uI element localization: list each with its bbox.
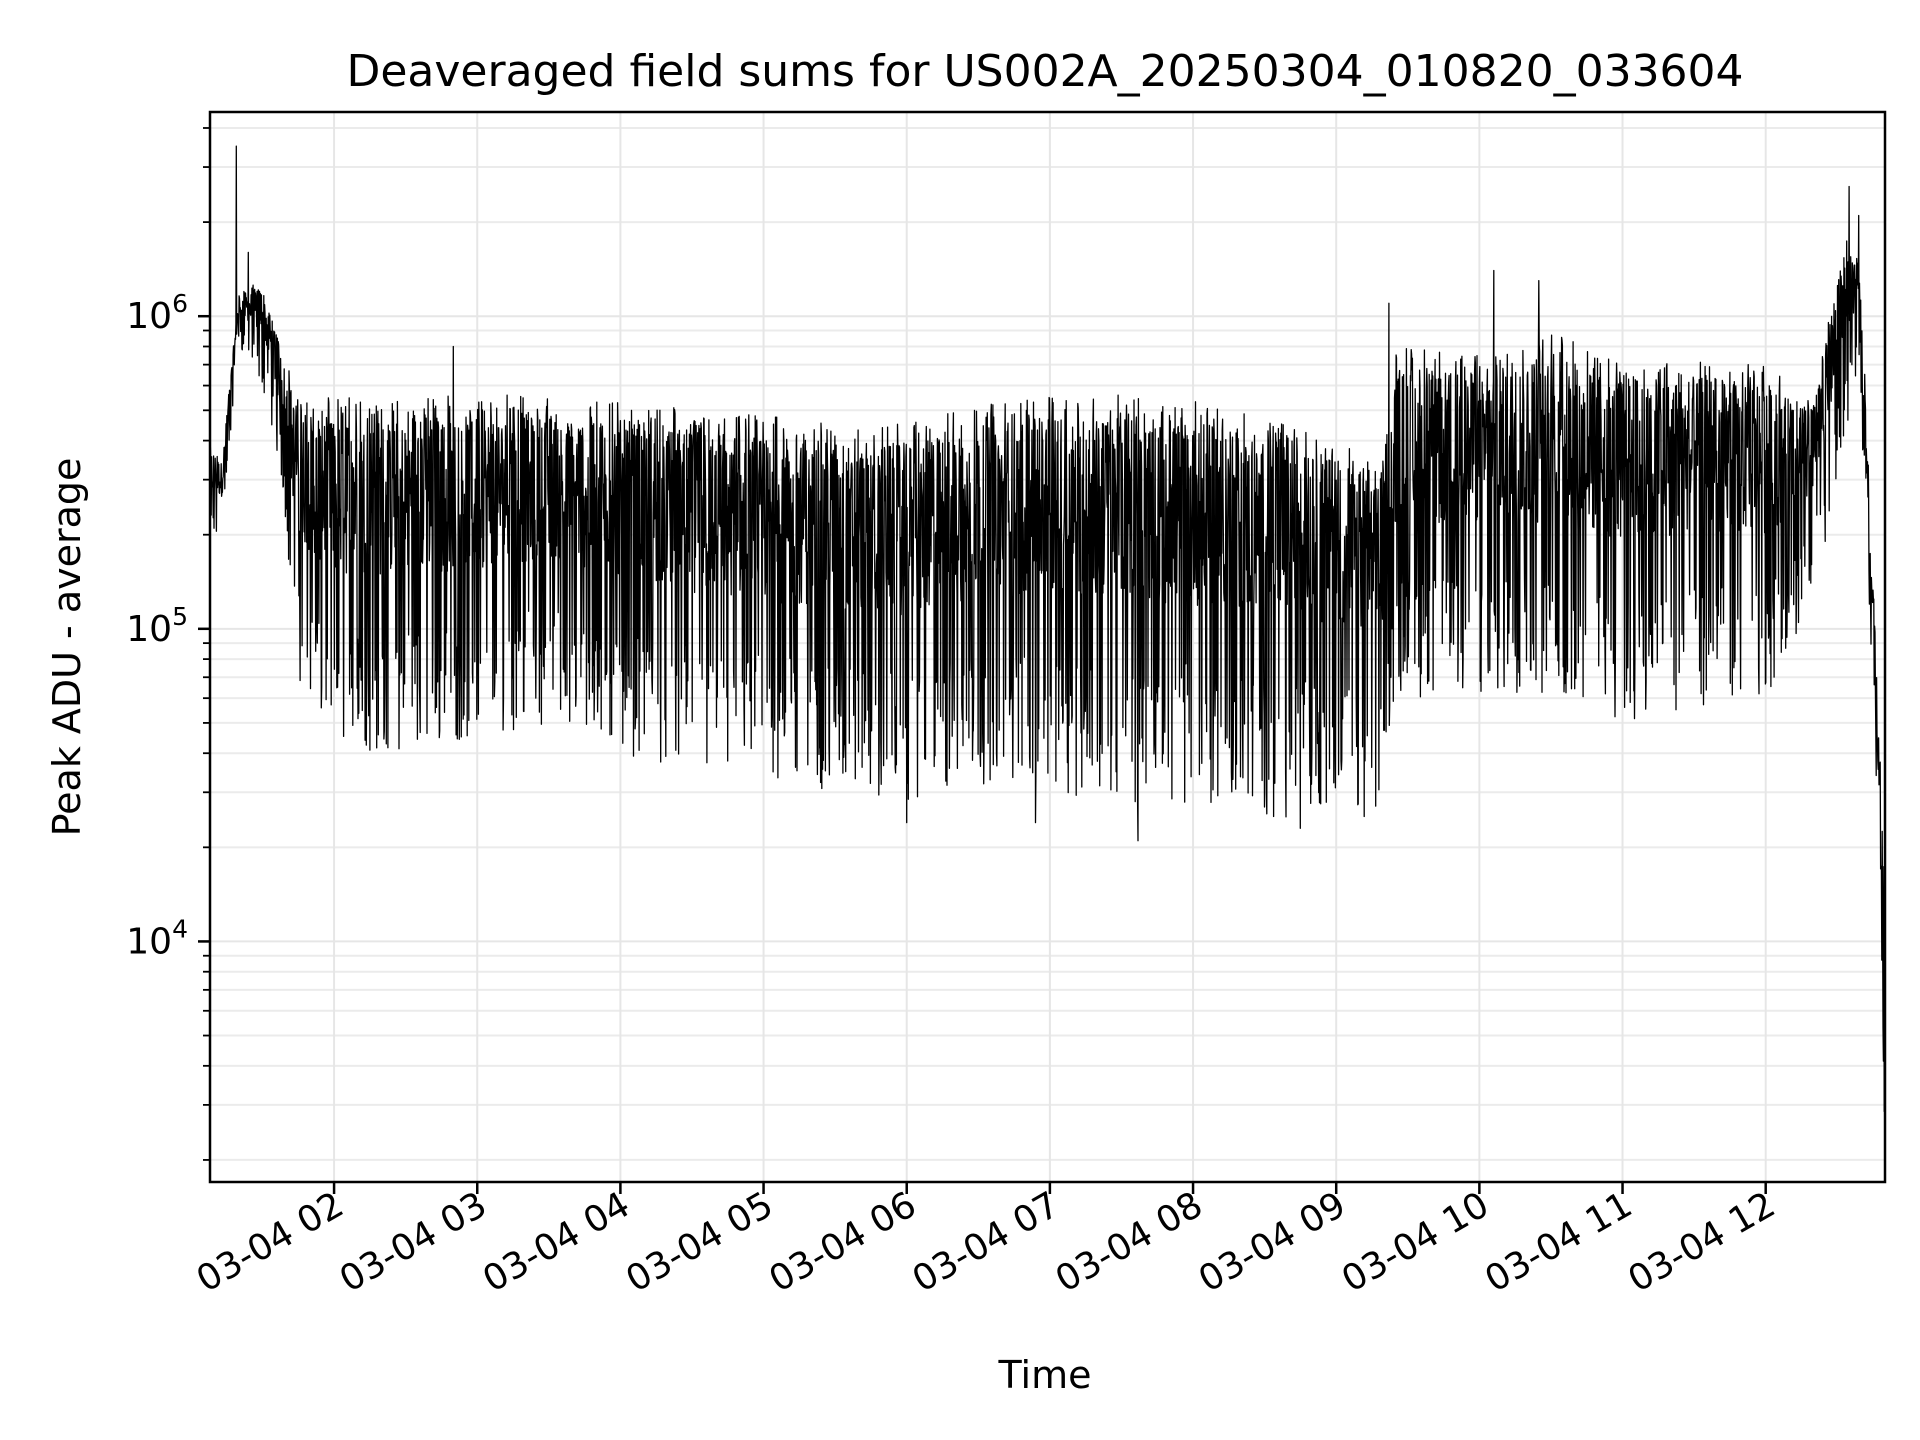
x-tick-label: 03-04 02 (190, 1184, 351, 1300)
y-tick-label: 106 (126, 289, 188, 337)
y-tick-label: 105 (126, 602, 188, 650)
plot-area (209, 145, 1886, 1136)
x-tick-label: 03-04 05 (619, 1184, 780, 1300)
x-tick-label: 03-04 10 (1335, 1184, 1496, 1300)
chart-title: Deaveraged field sums for US002A_2025030… (346, 46, 1743, 97)
plot-frame (208, 110, 1887, 1184)
y-axis-label: Peak ADU - average (45, 458, 89, 837)
x-tick-label: 03-04 12 (1622, 1184, 1783, 1300)
y-axis: 104 105 106 (126, 127, 210, 1161)
x-tick-label: 03-04 04 (476, 1184, 637, 1300)
x-tick-label: 03-04 03 (333, 1184, 494, 1300)
x-tick-label: 03-04 06 (763, 1184, 924, 1300)
x-tick-label: 03-04 07 (906, 1184, 1067, 1300)
x-tick-label: 03-04 08 (1049, 1184, 1210, 1300)
x-axis-label: Time (998, 1353, 1092, 1397)
x-tick-label: 03-04 11 (1478, 1184, 1639, 1300)
y-tick-label: 104 (126, 914, 188, 962)
series-line (209, 145, 1886, 1136)
x-tick-label: 03-04 09 (1192, 1184, 1353, 1300)
